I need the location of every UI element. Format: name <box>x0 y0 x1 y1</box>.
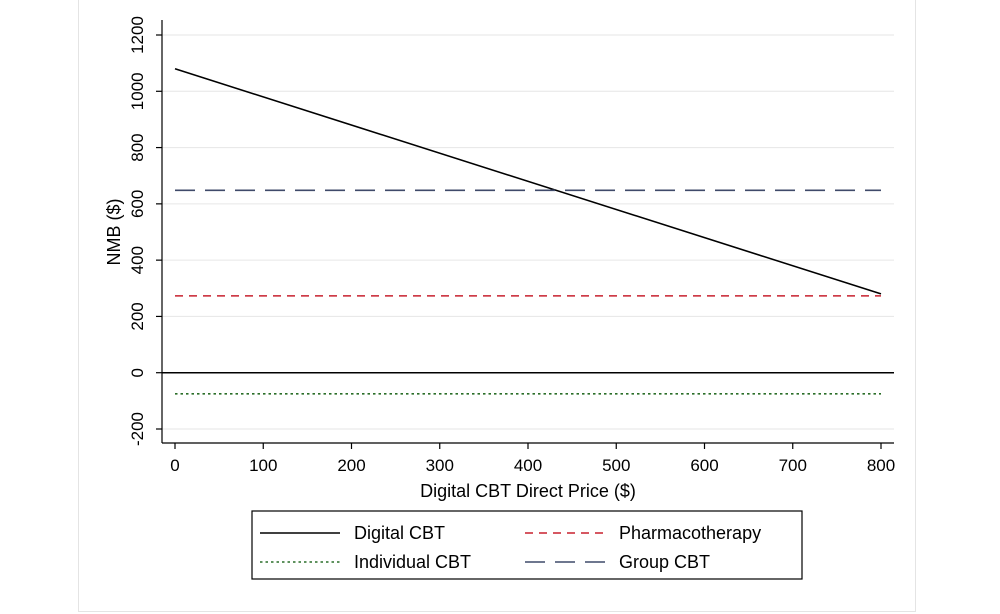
figure-frame <box>78 0 916 612</box>
y-tick-label: 1200 <box>128 16 147 54</box>
x-tick-label: 800 <box>867 456 895 475</box>
axes <box>161 20 894 444</box>
x-tick-label: 500 <box>602 456 630 475</box>
x-tick-label: 300 <box>426 456 454 475</box>
legend-label: Individual CBT <box>354 552 471 572</box>
y-tick-label: 400 <box>128 246 147 274</box>
y-tick-label: 1000 <box>128 72 147 110</box>
grid-lines <box>162 34 894 430</box>
x-tick-label: 200 <box>337 456 365 475</box>
x-tick-label: 100 <box>249 456 277 475</box>
x-axis-title: Digital CBT Direct Price ($) <box>420 481 636 501</box>
x-axis-ticks: 0 100 200 300 400 500 600 700 800 <box>170 443 895 475</box>
y-tick-label: 600 <box>128 190 147 218</box>
legend-box <box>251 510 803 580</box>
y-axis-title: NMB ($) <box>104 199 124 266</box>
y-tick-label: -200 <box>128 412 147 446</box>
y-tick-label: 800 <box>128 133 147 161</box>
y-tick-label: 200 <box>128 302 147 330</box>
legend-label: Group CBT <box>619 552 710 572</box>
x-tick-label: 0 <box>170 456 179 475</box>
x-tick-label: 700 <box>779 456 807 475</box>
legend-label: Digital CBT <box>354 523 445 543</box>
y-axis-ticks: -200 0 200 400 600 800 1000 1200 <box>128 16 162 446</box>
y-tick-label: 0 <box>128 368 147 377</box>
series-lines <box>174 68 882 395</box>
x-tick-label: 600 <box>690 456 718 475</box>
series-line-digital-cbt <box>174 68 882 295</box>
legend: Digital CBT Pharmacotherapy Individual CBT… <box>251 510 803 580</box>
x-tick-label: 400 <box>514 456 542 475</box>
legend-label: Pharmacotherapy <box>619 523 761 543</box>
